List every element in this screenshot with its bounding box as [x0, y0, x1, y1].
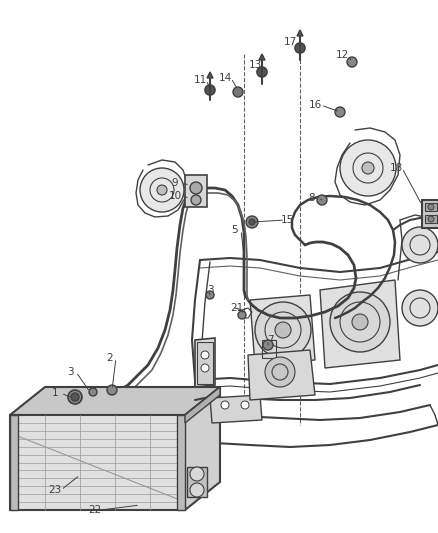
Circle shape	[347, 57, 357, 67]
Bar	[197, 342, 213, 384]
Circle shape	[257, 67, 267, 77]
Circle shape	[157, 185, 167, 195]
Circle shape	[249, 219, 255, 225]
Circle shape	[233, 87, 243, 97]
Text: 3: 3	[67, 367, 73, 377]
Text: 3: 3	[207, 285, 213, 295]
Polygon shape	[185, 387, 220, 510]
Circle shape	[362, 162, 374, 174]
Text: 22: 22	[88, 505, 102, 515]
Circle shape	[71, 393, 79, 401]
Text: 16: 16	[308, 100, 321, 110]
Text: 10: 10	[169, 191, 182, 201]
Polygon shape	[10, 387, 220, 415]
Circle shape	[191, 195, 201, 205]
Bar	[185, 175, 207, 207]
Circle shape	[206, 291, 214, 299]
Circle shape	[238, 311, 246, 319]
Circle shape	[241, 401, 249, 409]
Polygon shape	[210, 395, 262, 423]
Bar	[10, 415, 18, 510]
Bar	[262, 340, 276, 358]
Circle shape	[89, 388, 97, 396]
Circle shape	[201, 364, 209, 372]
Circle shape	[352, 314, 368, 330]
Circle shape	[340, 140, 396, 196]
Polygon shape	[10, 415, 185, 510]
Circle shape	[190, 483, 204, 497]
Text: 5: 5	[232, 225, 238, 235]
Polygon shape	[207, 72, 213, 78]
Circle shape	[265, 357, 295, 387]
Polygon shape	[259, 54, 265, 60]
Circle shape	[317, 195, 327, 205]
Bar	[425, 203, 437, 211]
Polygon shape	[250, 295, 315, 365]
Polygon shape	[320, 280, 400, 368]
Circle shape	[140, 168, 184, 212]
Circle shape	[190, 182, 202, 194]
Circle shape	[428, 204, 434, 210]
Text: 2: 2	[107, 353, 113, 363]
Text: 12: 12	[336, 50, 349, 60]
Text: 14: 14	[219, 73, 232, 83]
Text: 11: 11	[193, 75, 207, 85]
Circle shape	[275, 322, 291, 338]
Polygon shape	[195, 378, 210, 390]
Text: 9: 9	[172, 178, 178, 188]
Bar	[422, 200, 438, 228]
Text: 13: 13	[248, 60, 261, 70]
Circle shape	[190, 467, 204, 481]
Text: 8: 8	[309, 193, 315, 203]
Circle shape	[205, 85, 215, 95]
Circle shape	[428, 216, 434, 222]
Circle shape	[255, 302, 311, 358]
Text: 23: 23	[48, 485, 62, 495]
Text: 18: 18	[389, 163, 403, 173]
Circle shape	[402, 227, 438, 263]
Polygon shape	[195, 380, 200, 430]
Circle shape	[295, 43, 305, 53]
Circle shape	[246, 216, 258, 228]
Polygon shape	[195, 338, 215, 387]
Polygon shape	[248, 350, 315, 400]
Circle shape	[221, 401, 229, 409]
Text: 15: 15	[280, 215, 293, 225]
Circle shape	[263, 340, 273, 350]
Polygon shape	[185, 387, 220, 423]
Text: 21: 21	[230, 303, 244, 313]
Polygon shape	[297, 30, 303, 36]
Bar	[425, 215, 437, 223]
Circle shape	[68, 390, 82, 404]
Circle shape	[107, 385, 117, 395]
Text: 7: 7	[267, 335, 273, 345]
Text: 1: 1	[52, 388, 58, 398]
Text: 17: 17	[283, 37, 297, 47]
Bar	[177, 415, 185, 510]
Bar	[187, 467, 207, 497]
Circle shape	[330, 292, 390, 352]
Circle shape	[335, 107, 345, 117]
Circle shape	[201, 351, 209, 359]
Circle shape	[402, 290, 438, 326]
